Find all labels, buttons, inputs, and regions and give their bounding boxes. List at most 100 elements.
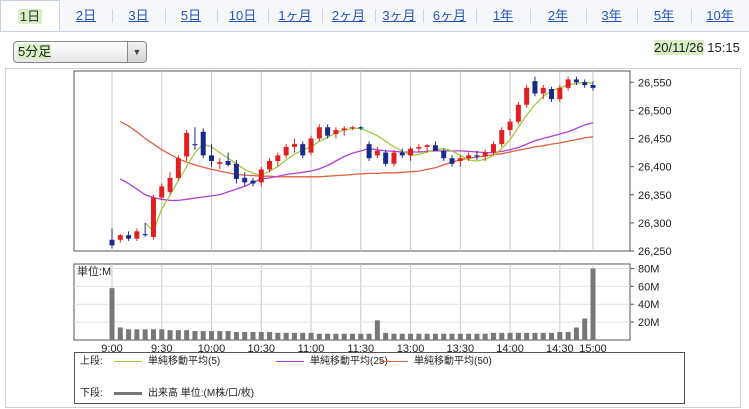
- tab-separator: [322, 9, 323, 23]
- candle-down: [192, 144, 198, 146]
- volume-bar: [573, 327, 579, 340]
- candle-down: [126, 235, 132, 239]
- tab-period-9[interactable]: 1年: [476, 0, 530, 31]
- tab-period-2[interactable]: 3日: [112, 0, 165, 31]
- tab-period-4[interactable]: 10日: [217, 0, 268, 31]
- tab-period-1[interactable]: 2日: [60, 0, 112, 31]
- volume-bar: [200, 331, 206, 340]
- tab-separator: [476, 9, 477, 23]
- volume-bar: [515, 332, 521, 340]
- volume-unit-label: 単位:M: [77, 264, 111, 278]
- volume-bar: [391, 333, 397, 340]
- legend: 上段: 単純移動平均(5) 単純移動平均(25) 単純移動平均(50) 下段: …: [74, 352, 685, 404]
- interval-select-value: 5分足: [18, 44, 52, 59]
- volume-bar: [399, 333, 405, 340]
- tab-label: 5年: [653, 8, 675, 23]
- volume-bar: [258, 331, 264, 340]
- tab-period-10[interactable]: 2年: [530, 0, 586, 31]
- volume-bar: [383, 332, 389, 340]
- legend-ma5-label: 単純移動平均(5): [148, 356, 221, 367]
- candle-down: [250, 180, 256, 184]
- tab-separator: [217, 9, 218, 23]
- tab-label: 5日: [180, 8, 202, 23]
- volume-bar: [449, 333, 455, 340]
- candle-up: [424, 145, 430, 147]
- tab-separator: [530, 9, 531, 23]
- candle-up: [150, 197, 156, 237]
- legend-volume-label: 出来高 単位:(M株/口/枚): [148, 388, 255, 399]
- interval-select[interactable]: 5分足 ▼: [13, 41, 147, 63]
- volume-bar: [341, 333, 347, 340]
- tab-period-5[interactable]: 1ヶ月: [268, 0, 322, 31]
- candle-up: [350, 127, 355, 129]
- volume-bar: [233, 331, 239, 340]
- volume-bar: [582, 318, 588, 340]
- ma25-swatch: [276, 360, 304, 362]
- price-y-tick-label: 26,550: [638, 77, 672, 89]
- candle-up: [565, 79, 571, 88]
- tab-label: 3ヶ月: [382, 8, 416, 23]
- tab-period-6[interactable]: 2ヶ月: [322, 0, 375, 31]
- tab-separator: [691, 9, 692, 23]
- volume-bar: [490, 332, 496, 340]
- candle-up: [167, 177, 173, 192]
- volume-bar: [424, 333, 430, 340]
- tab-label: 1日: [17, 9, 43, 24]
- volume-bar: [209, 331, 215, 340]
- volume-bar: [109, 288, 115, 340]
- candle-down: [582, 82, 588, 86]
- candle-up: [283, 146, 289, 156]
- volume-bar: [466, 333, 472, 340]
- volume-bar: [366, 333, 372, 340]
- candle-up: [416, 146, 422, 149]
- candle-down: [225, 161, 231, 165]
- tab-separator: [112, 9, 113, 23]
- candle-down: [242, 177, 248, 183]
- volume-bar: [540, 332, 546, 340]
- candle-up: [507, 121, 513, 131]
- volume-bar: [184, 330, 190, 340]
- candle-down: [209, 155, 215, 161]
- candle-down: [474, 155, 480, 157]
- tab-period-13[interactable]: 10年: [691, 0, 749, 31]
- tab-period-11[interactable]: 3年: [586, 0, 637, 31]
- tab-period-8[interactable]: 6ヶ月: [423, 0, 476, 31]
- candle-down: [441, 150, 447, 159]
- candle-up: [490, 144, 496, 153]
- tab-label: 2ヶ月: [331, 8, 366, 23]
- candle-up: [341, 128, 347, 131]
- candle-up: [291, 144, 297, 147]
- volume-bar: [175, 330, 181, 340]
- legend-volume: 出来高 単位:(M株/口/枚): [114, 387, 254, 401]
- legend-ma5: 単純移動平均(5): [114, 355, 220, 369]
- candle-up: [499, 130, 505, 145]
- tab-period-0[interactable]: 1日: [0, 0, 60, 31]
- tab-period-12[interactable]: 5年: [637, 0, 691, 31]
- tab-period-3[interactable]: 5日: [165, 0, 217, 31]
- candle-up: [482, 152, 488, 157]
- candle-down: [233, 163, 239, 179]
- legend-ma25: 単純移動平均(25): [276, 355, 388, 369]
- volume-bar: [333, 333, 339, 340]
- legend-upper-row: 上段: 単純移動平均(5) 単純移動平均(25) 単純移動平均(50): [80, 355, 680, 369]
- candle-down: [449, 158, 455, 164]
- candle-up: [524, 87, 530, 105]
- chevron-down-icon[interactable]: ▼: [127, 42, 146, 62]
- price-y-tick-label: 26,500: [638, 105, 672, 117]
- legend-upper-label: 上段:: [80, 356, 103, 367]
- candle-down: [200, 131, 206, 156]
- volume-bar: [150, 329, 156, 340]
- candle-down: [399, 152, 405, 156]
- tab-separator: [165, 9, 166, 23]
- volume-bar: [499, 332, 505, 340]
- last-updated: 20/11/26 15:15: [654, 40, 740, 55]
- volume-bar: [416, 333, 422, 340]
- tab-period-7[interactable]: 3ヶ月: [375, 0, 423, 31]
- volume-bar: [142, 329, 148, 340]
- candle-up: [374, 150, 380, 156]
- legend-ma25-label: 単純移動平均(25): [310, 356, 388, 367]
- volume-y-tick-label: 80M: [638, 263, 659, 275]
- volume-bar: [532, 332, 538, 340]
- candle-up: [217, 162, 223, 164]
